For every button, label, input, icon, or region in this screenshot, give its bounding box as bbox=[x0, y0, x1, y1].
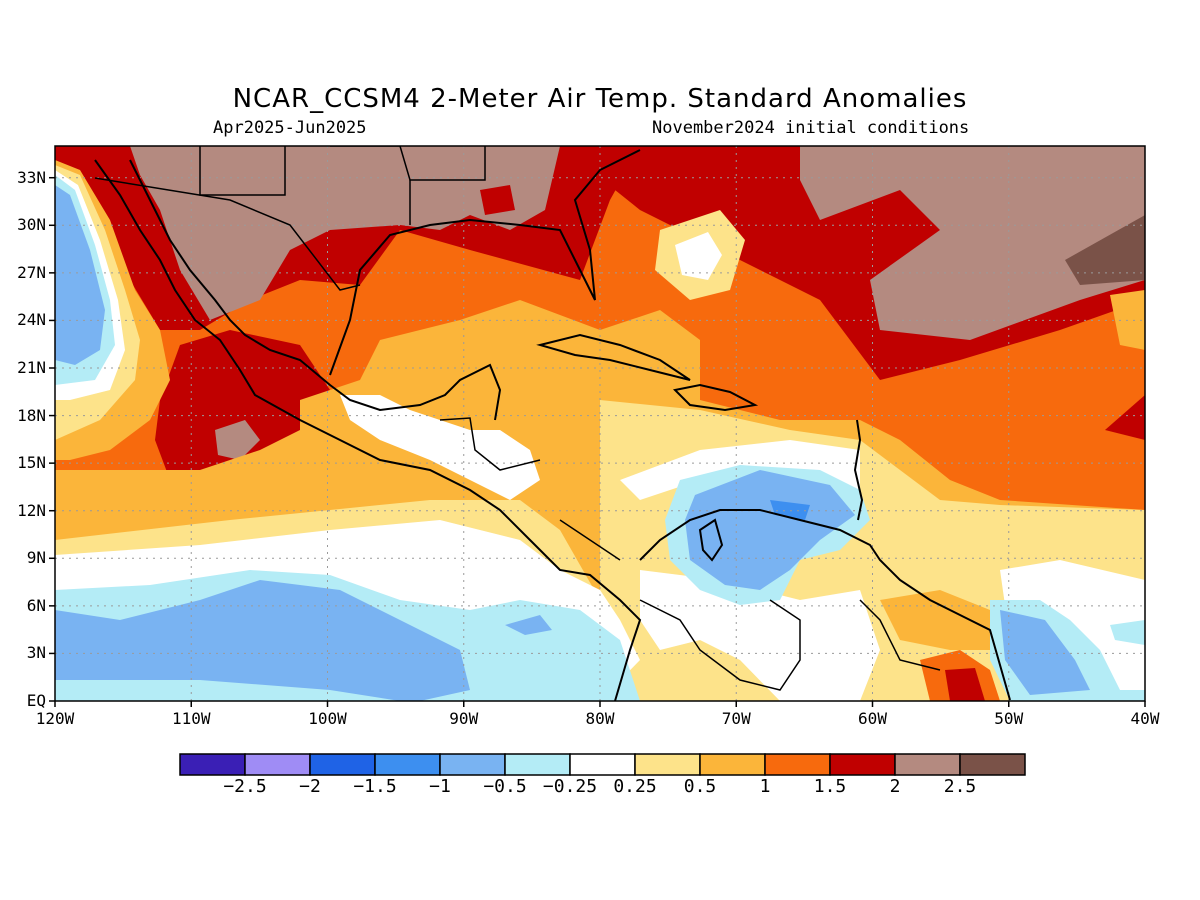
field-0.5-to-1-guiana bbox=[880, 590, 990, 650]
colorbar-label: −1 bbox=[429, 776, 451, 797]
colorbar-swatch bbox=[699, 753, 766, 776]
colorbar-swatch bbox=[894, 753, 961, 776]
colorbar-label: −0.25 bbox=[542, 776, 598, 797]
lat-label: 21N bbox=[17, 358, 46, 377]
field-2-to-2.5-ne bbox=[800, 146, 1145, 340]
field-1.5-to-2-gulf-patch bbox=[480, 185, 515, 215]
lat-label: EQ bbox=[26, 691, 46, 710]
colorbar-swatch bbox=[764, 753, 831, 776]
colorbar-swatch bbox=[244, 753, 311, 776]
initial-conditions: November2024 initial conditions bbox=[652, 118, 970, 138]
lat-label: 9N bbox=[26, 548, 46, 568]
field-neutral-atlantic-core bbox=[675, 232, 722, 280]
colorbar-swatch bbox=[439, 753, 506, 776]
colorbar-label: 2 bbox=[889, 776, 901, 797]
field-cooler-caribbean bbox=[685, 470, 855, 590]
colorbar-label: 0.5 bbox=[683, 776, 717, 797]
colorbar-swatch bbox=[829, 753, 896, 776]
field-neutral-south-america bbox=[640, 570, 880, 701]
lon-label: 80W bbox=[585, 709, 615, 728]
lon-label: 110W bbox=[171, 709, 211, 728]
field-1.5-to-2-east bbox=[1105, 395, 1145, 440]
map-title: NCAR_CCSM4 2-Meter Air Temp. Standard An… bbox=[232, 84, 968, 114]
colorbar-swatch bbox=[309, 753, 376, 776]
colorbar-label: 1.5 bbox=[813, 776, 847, 797]
gridlines bbox=[55, 146, 1145, 701]
forecast-period: Apr2025-Jun2025 bbox=[213, 118, 367, 138]
colorbar-swatch bbox=[374, 753, 441, 776]
field-2-to-2.5-north bbox=[130, 146, 560, 320]
colorbar-label: −2 bbox=[299, 776, 321, 797]
anomaly-fields bbox=[55, 146, 1145, 701]
lon-label: 40W bbox=[1130, 709, 1160, 728]
lat-label: 30N bbox=[17, 215, 46, 235]
lat-label: 6N bbox=[26, 595, 46, 615]
axis-ticks bbox=[49, 176, 1146, 707]
lon-label: 100W bbox=[308, 709, 347, 728]
lat-label: 18N bbox=[17, 405, 46, 425]
colorbar-swatch bbox=[179, 753, 246, 776]
field-2-to-2.5-mexico bbox=[215, 420, 260, 460]
lon-label: 90W bbox=[449, 709, 479, 728]
colorbar-label: 0.25 bbox=[613, 776, 657, 797]
colorbar-label: 1 bbox=[759, 776, 771, 797]
colorbar-label: −1.5 bbox=[353, 776, 397, 797]
colorbar-label: −2.5 bbox=[223, 776, 267, 797]
colorbar-swatch bbox=[504, 753, 571, 776]
colorbar-swatch bbox=[634, 753, 701, 776]
field-neutral-central-america bbox=[340, 395, 540, 500]
colorbar-swatch bbox=[959, 753, 1026, 776]
field-1.5-to-2-brazil bbox=[945, 668, 985, 701]
lat-label: 12N bbox=[17, 500, 46, 520]
field-cool-equator bbox=[55, 680, 400, 701]
lat-label: 27N bbox=[17, 262, 46, 282]
lon-label: 60W bbox=[858, 709, 887, 728]
field-cooler-west bbox=[55, 185, 105, 365]
lat-label: 33N bbox=[17, 167, 46, 187]
lat-label: 15N bbox=[17, 453, 46, 473]
lon-label: 120W bbox=[35, 709, 75, 728]
field-gt-2.5 bbox=[1065, 215, 1145, 285]
field-cooler-brazil bbox=[1000, 610, 1090, 695]
coastlines bbox=[94, 149, 1011, 701]
field-cool-east bbox=[1110, 620, 1145, 645]
lat-label: 24N bbox=[17, 310, 46, 330]
borders bbox=[94, 146, 941, 691]
lat-label: 3N bbox=[26, 643, 46, 663]
colorbar-label: −0.5 bbox=[483, 776, 527, 797]
lon-label: 70W bbox=[721, 709, 751, 728]
field-cooler-south-pacific bbox=[55, 580, 470, 701]
field-cooler-patch bbox=[505, 615, 552, 635]
colorbar-swatch bbox=[569, 753, 636, 776]
lon-label: 50W bbox=[994, 709, 1024, 728]
colorbar-label: 2.5 bbox=[943, 776, 977, 797]
colorbar bbox=[179, 753, 1026, 776]
